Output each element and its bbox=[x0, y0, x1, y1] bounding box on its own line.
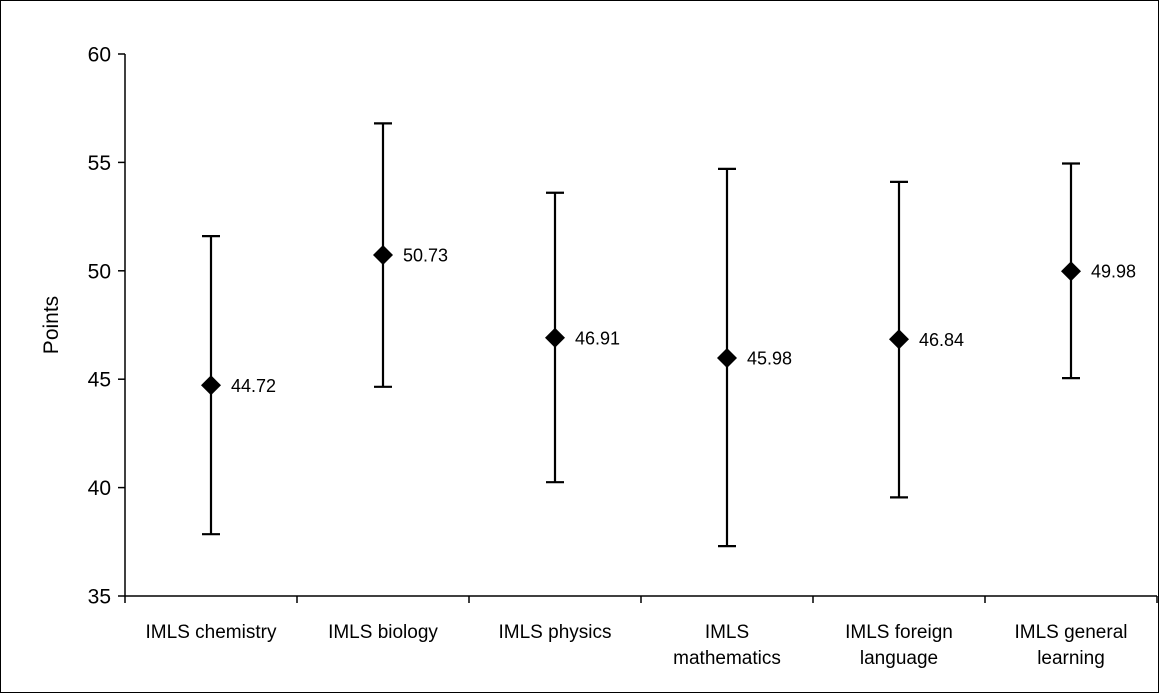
data-point-group: 46.91 bbox=[545, 191, 620, 484]
x-axis: IMLS chemistry IMLS biology IMLS physics IM… bbox=[124, 595, 1158, 669]
x-category-label-line: IMLS foreign bbox=[845, 622, 953, 643]
data-value-label: 44.72 bbox=[231, 376, 276, 396]
x-category-label: IMLS biology bbox=[328, 622, 438, 643]
x-category-label-line: IMLS general bbox=[1014, 622, 1127, 643]
data-value-label: 50.73 bbox=[403, 245, 448, 265]
diamond-marker bbox=[545, 327, 565, 348]
data-value-label: 46.91 bbox=[575, 328, 620, 348]
x-category-label-line: language bbox=[860, 648, 938, 669]
x-category-label-line: mathematics bbox=[673, 648, 781, 669]
x-category-label: IMLS physics bbox=[499, 622, 612, 643]
x-category-label: IMLS foreign language bbox=[845, 622, 953, 669]
data-value-label: 45.98 bbox=[747, 348, 792, 368]
diamond-marker bbox=[1061, 261, 1081, 282]
diamond-marker bbox=[201, 375, 221, 396]
diamond-marker bbox=[717, 347, 737, 368]
y-axis: 35 40 45 50 55 60 bbox=[88, 44, 126, 609]
y-tick-label: 55 bbox=[88, 152, 111, 175]
y-tick-label: 60 bbox=[88, 44, 111, 67]
data-value-label: 46.84 bbox=[919, 330, 964, 350]
x-category-label: IMLS mathematics bbox=[673, 622, 781, 669]
x-category-label-line: IMLS biology bbox=[328, 622, 438, 643]
y-axis-title: Points bbox=[40, 296, 63, 354]
series-points: 44.72 50.73 46.91 45.98 46.84 49.98 bbox=[201, 122, 1136, 548]
data-point-group: 50.73 bbox=[373, 122, 448, 388]
x-category-label: IMLS chemistry bbox=[146, 622, 277, 643]
x-category-label: IMLS general learning bbox=[1014, 622, 1127, 669]
y-tick-label: 45 bbox=[88, 369, 111, 392]
y-tick-label: 40 bbox=[88, 477, 111, 500]
diamond-marker bbox=[373, 244, 393, 265]
data-point-group: 44.72 bbox=[201, 235, 276, 536]
x-category-label-line: IMLS chemistry bbox=[146, 622, 277, 643]
diamond-marker bbox=[889, 329, 909, 350]
data-point-group: 45.98 bbox=[717, 167, 792, 548]
x-category-label-line: IMLS bbox=[705, 622, 749, 643]
x-category-label-line: learning bbox=[1037, 648, 1105, 669]
y-tick-label: 50 bbox=[88, 260, 111, 283]
y-tick-label: 35 bbox=[88, 586, 111, 609]
data-point-group: 49.98 bbox=[1061, 162, 1136, 380]
x-category-label-line: IMLS physics bbox=[499, 622, 612, 643]
data-value-label: 49.98 bbox=[1091, 262, 1136, 282]
data-point-group: 46.84 bbox=[889, 180, 964, 499]
